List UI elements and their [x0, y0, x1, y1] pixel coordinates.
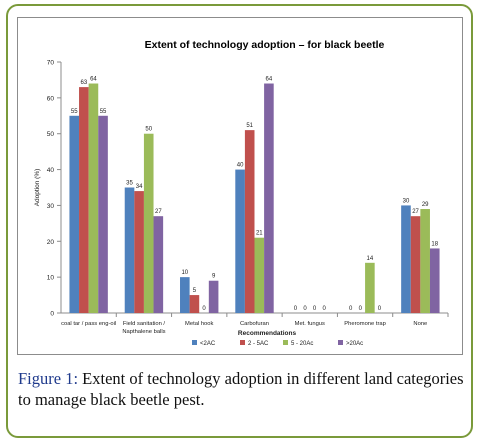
y-tick-label: 0 [50, 311, 54, 318]
data-label: 63 [80, 80, 87, 86]
bar [235, 169, 245, 313]
bar [79, 87, 89, 313]
data-label: 21 [256, 231, 263, 237]
data-label: 0 [313, 306, 317, 312]
data-label: 0 [378, 306, 382, 312]
figure-caption: Figure 1: Extent of technology adoption … [18, 368, 468, 410]
y-tick-label: 10 [47, 275, 55, 282]
chart-title: Extent of technology adoption – for blac… [145, 39, 385, 51]
data-label: 0 [349, 306, 353, 312]
bar [244, 130, 255, 313]
data-label: 27 [412, 209, 419, 215]
legend-label: 5 - 20Ac [291, 341, 313, 347]
data-label: 0 [303, 306, 307, 312]
category-label: Met. fungus [295, 321, 325, 327]
bar [254, 237, 265, 313]
bar [88, 83, 99, 313]
category-label: Napthalene balls [122, 329, 165, 335]
data-label: 0 [323, 306, 327, 312]
legend-label: >20Ac [346, 341, 363, 347]
data-label: 5 [193, 288, 197, 294]
data-label: 40 [237, 163, 244, 169]
y-axis-label: Adoption (%) [34, 169, 41, 207]
category-label: Metal hook [185, 321, 213, 327]
category-label: None [413, 321, 427, 327]
bar [420, 209, 430, 313]
data-label: 51 [246, 123, 253, 129]
data-label: 0 [359, 306, 363, 312]
legend-swatch [283, 340, 288, 345]
adoption-bar-chart: Extent of technology adoption – for blac… [34, 39, 449, 347]
data-label: 0 [202, 306, 206, 312]
data-label: 30 [403, 198, 410, 204]
bar [143, 133, 154, 313]
data-label: 55 [71, 109, 78, 115]
chart-container: Extent of technology adoption – for blac… [17, 17, 463, 355]
data-label: 14 [367, 256, 374, 262]
y-tick-label: 50 [47, 131, 55, 138]
category-label: coal tar / pass eng-oil [61, 321, 116, 327]
data-label: 64 [90, 77, 97, 83]
data-label: 55 [100, 109, 107, 115]
bar [208, 280, 219, 313]
legend-label: <2AC [200, 341, 216, 347]
data-label: 50 [145, 127, 152, 133]
legend-label: 2 - 5AC [248, 341, 269, 347]
caption-label: Figure 1: [18, 369, 79, 388]
bar [69, 115, 80, 314]
bar [134, 191, 144, 313]
caption-text: Extent of technology adoption in differe… [18, 369, 464, 409]
bar [189, 295, 200, 313]
bar [264, 83, 274, 313]
legend-swatch [192, 340, 197, 345]
data-label: 27 [155, 209, 162, 215]
data-label: 0 [294, 306, 298, 312]
bar [429, 248, 440, 313]
legend-swatch [240, 340, 245, 345]
y-tick-label: 40 [47, 167, 55, 174]
y-tick-label: 60 [47, 95, 55, 102]
bar [410, 216, 421, 313]
y-tick-label: 20 [47, 239, 55, 246]
data-label: 10 [181, 270, 188, 276]
y-tick-label: 30 [47, 203, 55, 210]
category-label: Carbofuran [240, 321, 269, 327]
legend-swatch [338, 340, 343, 345]
bar [180, 277, 190, 313]
data-label: 18 [431, 241, 438, 247]
bar [124, 187, 135, 313]
bar [153, 216, 164, 313]
data-label: 34 [136, 184, 143, 190]
data-label: 9 [212, 274, 216, 280]
category-label: Pheromone trap [344, 321, 386, 327]
y-tick-label: 70 [47, 60, 55, 67]
bar [401, 205, 411, 313]
data-label: 64 [266, 77, 273, 83]
x-axis-label: Recommendations [238, 330, 297, 337]
data-label: 35 [126, 181, 133, 187]
data-label: 29 [422, 202, 429, 208]
category-label: Field sanitation / [123, 321, 166, 327]
bar [98, 115, 108, 314]
bar [365, 262, 375, 313]
